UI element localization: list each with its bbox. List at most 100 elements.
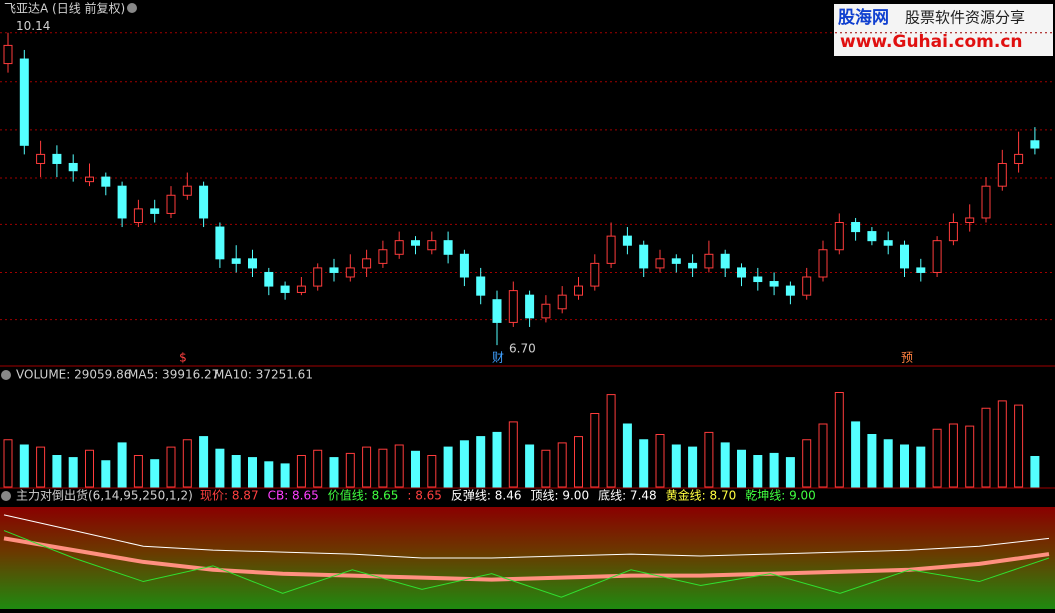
- candle-body: [541, 303, 551, 319]
- volume-bar: [753, 455, 763, 488]
- candle-body: [296, 285, 306, 293]
- volume-bar: [231, 455, 241, 488]
- legend-entry: : 8.65: [407, 489, 442, 503]
- volume-bar: [313, 449, 323, 488]
- volume-bar: [981, 407, 991, 488]
- candle-body: [36, 153, 46, 164]
- candle-body: [394, 240, 404, 255]
- legend-entry: CB: 8.65: [268, 489, 319, 503]
- candle-body: [19, 58, 29, 146]
- candle-body: [557, 294, 567, 310]
- candle-body: [231, 258, 241, 264]
- candle-body: [785, 285, 795, 296]
- volume-bar: [264, 461, 274, 488]
- menu-icon[interactable]: [127, 3, 137, 13]
- volume-bar: [248, 457, 257, 488]
- candle-body: [834, 222, 844, 251]
- event-marker: $: [179, 351, 187, 365]
- volume-bar: [916, 446, 926, 488]
- volume-bar: [329, 457, 339, 488]
- candle-body: [459, 253, 469, 278]
- menu-icon[interactable]: [1, 370, 11, 380]
- volume-bar: [411, 450, 420, 488]
- candle-body: [508, 290, 518, 323]
- candle-body: [117, 185, 127, 219]
- candle-body: [166, 194, 176, 214]
- candle-body: [443, 240, 453, 255]
- candle-body: [655, 258, 665, 269]
- volume-bar: [590, 413, 600, 488]
- candle-body: [769, 281, 779, 287]
- candle-body: [345, 267, 355, 278]
- candle-body: [622, 235, 632, 246]
- volume-bar: [1030, 455, 1040, 488]
- candle-body: [574, 285, 583, 296]
- candle-body: [753, 276, 763, 283]
- volume-bar: [394, 444, 404, 488]
- candle-body: [280, 285, 290, 293]
- event-marker: 财: [492, 351, 504, 365]
- volume-bar: [883, 439, 893, 488]
- candle-body: [606, 235, 616, 264]
- candle-body: [818, 249, 828, 278]
- legend-entry: 反弹线: 8.46: [451, 489, 522, 503]
- indicator-line: [3, 536, 1050, 582]
- volume-bar: [182, 439, 192, 488]
- volume-bar: [541, 449, 551, 488]
- chart-title: 飞亚达A (日线 前复权): [4, 1, 125, 16]
- volume-bar: [280, 463, 290, 488]
- candle-body: [1030, 140, 1040, 149]
- candle-body: [264, 271, 274, 287]
- watermark-box: [834, 4, 1053, 56]
- volume-bar: [133, 455, 143, 488]
- candle-body: [948, 222, 958, 242]
- candle-body: [590, 262, 600, 287]
- candle-body: [671, 258, 681, 264]
- candle-body: [525, 294, 535, 319]
- legend-entry: 顶线: 9.00: [531, 489, 590, 503]
- volume-bar: [459, 440, 469, 488]
- volume-bar: [362, 446, 372, 488]
- volume-bar: [36, 446, 46, 488]
- candle-body: [704, 253, 714, 269]
- candle-body: [997, 162, 1007, 187]
- watermark-slogan: 股票软件资源分享: [905, 9, 1025, 27]
- legend-entry: 黄金线: 8.70: [666, 488, 737, 503]
- volume-bar: [296, 455, 306, 488]
- candle-body: [52, 153, 62, 164]
- volume-bar: [655, 434, 665, 488]
- volume-bar: [345, 452, 355, 488]
- candle-body: [476, 276, 486, 296]
- volume-bar: [508, 421, 518, 488]
- volume-bar: [574, 436, 583, 488]
- volume-bar: [851, 421, 861, 488]
- volume-bar: [215, 448, 225, 488]
- indicator-line: [3, 530, 1050, 598]
- volume-bar: [900, 444, 909, 488]
- candle-body: [802, 276, 812, 296]
- indicator-line: [3, 514, 1050, 559]
- volume-bar: [476, 436, 486, 488]
- candle-body: [965, 217, 975, 224]
- volume-bar: [737, 449, 746, 488]
- volume-bar: [671, 444, 681, 488]
- candle-body: [981, 185, 991, 219]
- volume-bar: [3, 439, 13, 488]
- volume-bar: [427, 455, 437, 488]
- candle-body: [737, 267, 746, 278]
- candle-body: [313, 267, 323, 287]
- volume-bar: [117, 442, 127, 488]
- menu-icon[interactable]: [1, 491, 11, 501]
- legend-entry: 价值线: 8.65: [328, 488, 399, 503]
- candle-body: [639, 244, 649, 269]
- high-label: 10.14: [16, 19, 50, 33]
- volume-bar: [688, 446, 698, 488]
- candle-body: [199, 185, 209, 219]
- volume-bar: [606, 394, 616, 488]
- volume-bar: [525, 444, 535, 488]
- candle-body: [427, 240, 437, 251]
- candle-body: [215, 226, 225, 260]
- candle-body: [411, 240, 420, 246]
- volume-bar: [948, 423, 958, 488]
